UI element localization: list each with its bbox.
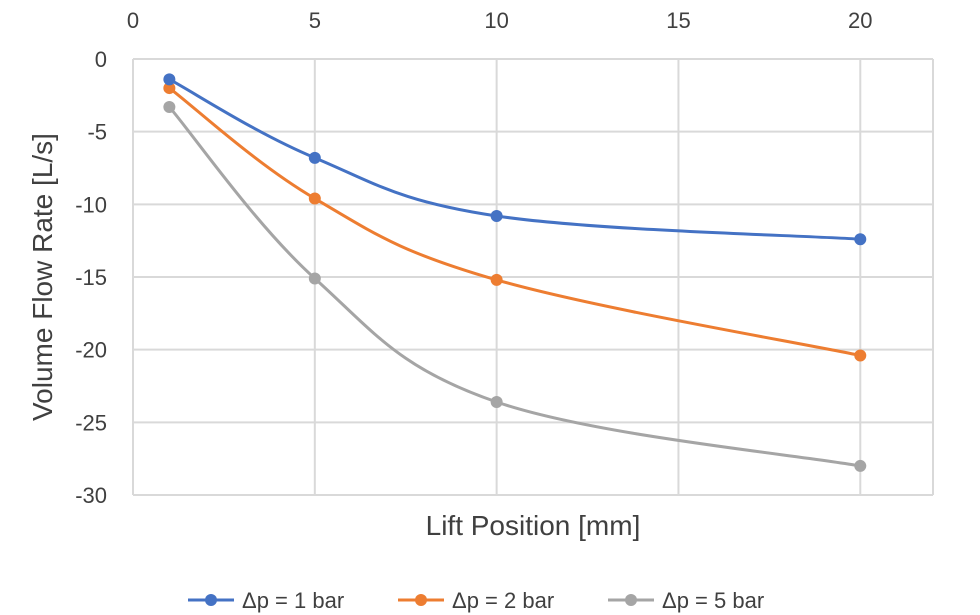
x-tick-label: 0: [127, 8, 139, 33]
series-line: [168, 78, 861, 241]
y-tick-labels: 0 -5 -10 -15 -20 -25 -30: [75, 47, 107, 508]
series-layer: [163, 73, 867, 472]
y-tick-label: -30: [75, 483, 107, 508]
data-point: [308, 192, 321, 205]
legend-marker: [625, 594, 637, 606]
legend-item: Δp = 1 bar: [188, 588, 344, 613]
x-tick-label: 5: [309, 8, 321, 33]
x-tick-label: 10: [484, 8, 508, 33]
data-point: [490, 395, 503, 408]
data-point: [163, 82, 176, 95]
legend-marker: [205, 594, 217, 606]
legend-label: Δp = 1 bar: [242, 588, 344, 613]
x-axis-title: Lift Position [mm]: [426, 510, 641, 541]
y-tick-label: -5: [87, 120, 107, 145]
series-1: [163, 73, 867, 246]
data-point: [490, 273, 503, 286]
y-tick-label: -20: [75, 338, 107, 363]
data-point: [163, 73, 176, 86]
x-tick-label: 20: [848, 8, 872, 33]
y-tick-label: -15: [75, 265, 107, 290]
legend-marker: [415, 594, 427, 606]
data-point: [308, 151, 321, 164]
data-point: [854, 459, 867, 472]
y-tick-label: -25: [75, 410, 107, 435]
y-tick-label: -10: [75, 192, 107, 217]
data-point: [854, 349, 867, 362]
y-tick-label: 0: [95, 47, 107, 72]
series-line: [168, 86, 861, 357]
series-2: [163, 82, 867, 362]
data-point: [854, 233, 867, 246]
legend-item: Δp = 5 bar: [608, 588, 764, 613]
legend: Δp = 1 bar Δp = 2 bar Δp = 5 bar: [188, 588, 764, 613]
series-line: [168, 105, 861, 468]
x-tick-labels: 0 5 10 15 20: [127, 8, 873, 33]
gridlines: [132, 58, 934, 496]
series-3: [163, 100, 867, 472]
data-point: [490, 209, 503, 222]
data-point: [308, 272, 321, 285]
x-tick-label: 15: [666, 8, 690, 33]
legend-item: Δp = 2 bar: [398, 588, 554, 613]
legend-label: Δp = 2 bar: [452, 588, 554, 613]
data-point: [163, 100, 176, 113]
legend-label: Δp = 5 bar: [662, 588, 764, 613]
y-axis-title: Volume Flow Rate [L/s]: [27, 133, 58, 421]
